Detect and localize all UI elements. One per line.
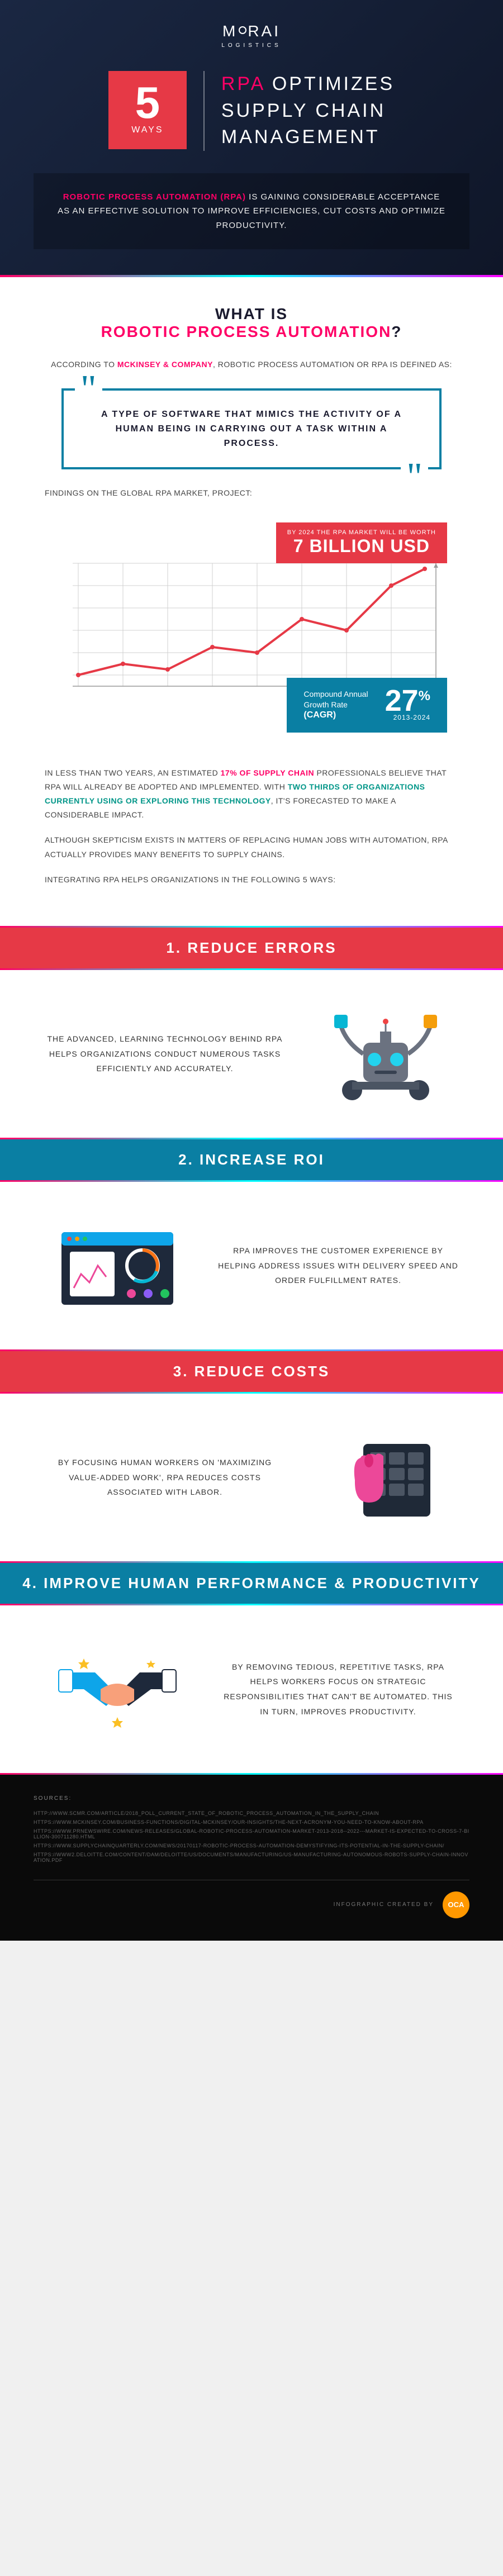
way-body: RPA IMPROVES THE CUSTOMER EXPERIENCE BY … <box>0 1182 503 1349</box>
quote-box: A TYPE OF SOFTWARE THAT MIMICS THE ACTIV… <box>61 388 442 469</box>
source-link: HTTPS://WWW.PRNEWSWIRE.COM/NEWS-RELEASES… <box>34 1828 469 1840</box>
source-link: HTTPS://WWW.MCKINSEY.COM/BUSINESS-FUNCTI… <box>34 1819 469 1825</box>
source-link: HTTP://WWW.SCMR.COM/ARTICLE/2018_POLL_CU… <box>34 1810 469 1816</box>
footer-bottom: INFOGRAPHIC CREATED BY OCA <box>34 1880 469 1918</box>
browser-icon <box>45 1210 190 1322</box>
chart-area: BY 2024 THE RPA MARKET WILL BE WORTH 7 B… <box>56 522 447 732</box>
five-number: 5 <box>135 85 160 121</box>
handshake-icon <box>45 1633 190 1745</box>
para-skepticism: ALTHOUGH SKEPTICISM EXISTS IN MATTERS OF… <box>45 833 458 861</box>
title-block: 5 WAYS RPA OPTIMIZES SUPPLY CHAIN MANAGE… <box>34 71 469 151</box>
findings-label: FINDINGS ON THE GLOBAL RPA MARKET, PROJE… <box>45 486 458 500</box>
way-header: 4. IMPROVE HUMAN PERFORMANCE & PRODUCTIV… <box>0 1561 503 1605</box>
quote-text: A TYPE OF SOFTWARE THAT MIMICS THE ACTIV… <box>97 407 406 450</box>
way-text: BY FOCUSING HUMAN WORKERS ON 'MAXIMIZING… <box>45 1455 285 1500</box>
source-link: HTTPS://WWW.SUPPLYCHAINQUARTERLY.COM/NEW… <box>34 1843 469 1848</box>
created-by: INFOGRAPHIC CREATED BY <box>334 1902 434 1908</box>
way-body: BY REMOVING TEDIOUS, REPETITIVE TASKS, R… <box>0 1605 503 1773</box>
five-ways: WAYS <box>131 125 163 135</box>
way-text: BY REMOVING TEDIOUS, REPETITIVE TASKS, R… <box>218 1660 458 1719</box>
logo-brand: MRAI <box>34 22 469 40</box>
para-lead: INTEGRATING RPA HELPS ORGANIZATIONS IN T… <box>45 873 458 887</box>
cagr-label: Compound Annual Growth Rate (CAGR) <box>303 689 368 721</box>
way-header: 1. REDUCE ERRORS <box>0 926 503 970</box>
market-box: BY 2024 THE RPA MARKET WILL BE WORTH 7 B… <box>276 522 447 563</box>
way-header: 3. REDUCE COSTS <box>0 1349 503 1394</box>
header-section: MRAI LOGISTICS 5 WAYS RPA OPTIMIZES SUPP… <box>0 0 503 277</box>
way-header: 2. INCREASE ROI <box>0 1138 503 1182</box>
logo-sub: LOGISTICS <box>34 42 469 49</box>
title-divider <box>203 71 205 151</box>
definition-intro: ACCORDING TO MCKINSEY & COMPANY, ROBOTIC… <box>45 358 458 372</box>
way-body: BY FOCUSING HUMAN WORKERS ON 'MAXIMIZING… <box>0 1394 503 1561</box>
cagr-value: 27% <box>385 689 430 713</box>
oca-logo: OCA <box>443 1891 469 1918</box>
way-body: THE ADVANCED, LEARNING TECHNOLOGY BEHIND… <box>0 970 503 1138</box>
footer: SOURCES: HTTP://WWW.SCMR.COM/ARTICLE/201… <box>0 1773 503 1941</box>
line-chart <box>56 552 447 697</box>
source-link: HTTPS://WWW2.DELOITTE.COM/CONTENT/DAM/DE… <box>34 1852 469 1863</box>
title-text: RPA OPTIMIZES SUPPLY CHAIN MANAGEMENT <box>221 71 395 151</box>
touch-icon <box>313 1422 458 1533</box>
way-text: THE ADVANCED, LEARNING TECHNOLOGY BEHIND… <box>45 1032 285 1076</box>
para-adoption: IN LESS THAN TWO YEARS, AN ESTIMATED 17%… <box>45 766 458 823</box>
intro-box: ROBOTIC PROCESS AUTOMATION (RPA) IS GAIN… <box>34 173 469 250</box>
way-text: RPA IMPROVES THE CUSTOMER EXPERIENCE BY … <box>218 1243 458 1288</box>
whatis-heading: WHAT IS ROBOTIC PROCESS AUTOMATION? <box>45 305 458 341</box>
whatis-section: WHAT IS ROBOTIC PROCESS AUTOMATION? ACCO… <box>0 277 503 926</box>
five-box: 5 WAYS <box>108 71 187 149</box>
logo: MRAI LOGISTICS <box>34 22 469 49</box>
ways-container: 1. REDUCE ERRORS THE ADVANCED, LEARNING T… <box>0 926 503 1773</box>
sources-label: SOURCES: <box>34 1795 469 1802</box>
sources-list: HTTP://WWW.SCMR.COM/ARTICLE/2018_POLL_CU… <box>34 1810 469 1863</box>
robot-icon <box>313 998 458 1110</box>
cagr-box: Compound Annual Growth Rate (CAGR) 27% 2… <box>287 678 447 732</box>
